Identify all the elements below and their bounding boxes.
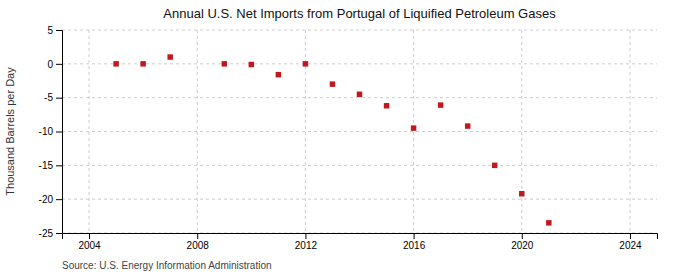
point — [492, 163, 497, 168]
point — [357, 92, 362, 97]
y-tick-mark — [56, 30, 62, 31]
point — [113, 61, 118, 66]
title: Annual U.S. Net Imports from Portugal of… — [163, 6, 556, 21]
y-tick-mark — [56, 98, 62, 99]
y-tick-label: -10 — [39, 126, 54, 137]
points — [113, 54, 551, 225]
y-tick: -5 — [44, 92, 62, 103]
grid-line-y — [62, 97, 657, 98]
point — [546, 220, 551, 225]
y-tick-mark — [56, 64, 62, 65]
x-tick-label: 2020 — [511, 240, 534, 251]
grid-line-y — [62, 199, 657, 200]
y-tick-label: -20 — [39, 194, 54, 205]
y-axis-title: Thousand Barrels per Day — [4, 67, 16, 196]
grid-line-y — [62, 131, 657, 132]
x-tick-label: 2024 — [619, 240, 642, 251]
x-axis: 2004 2008 2012 2016 2020 2024 — [63, 233, 658, 251]
y-tick: -20 — [39, 194, 62, 205]
x-tick-mark — [197, 233, 198, 239]
plot-area: 2004 2008 2012 2016 2020 2024 5 0 -5 -10 -15 -20 -25 — [39, 25, 658, 251]
point — [303, 61, 308, 66]
grid-line-y — [62, 165, 657, 166]
x-tick-label: 2016 — [403, 240, 426, 251]
y-tick-label: 5 — [47, 25, 53, 36]
x-tick-mark — [89, 233, 90, 239]
grid-line-y — [62, 63, 657, 64]
grid-line-x — [413, 30, 414, 233]
x-tick: 2012 — [295, 233, 318, 251]
grid-line-x — [197, 30, 198, 233]
y-tick: -10 — [39, 126, 62, 137]
point — [330, 81, 335, 86]
x-tick: 2008 — [187, 233, 210, 251]
grid-line-x — [629, 30, 630, 233]
y-tick-mark — [56, 199, 62, 200]
x-tick-label: 2012 — [295, 240, 318, 251]
x-tick-mark — [522, 233, 523, 239]
grid — [62, 30, 657, 233]
x-tick-label: 2004 — [78, 240, 101, 251]
point — [519, 191, 524, 196]
x-tick-mark — [305, 233, 306, 239]
y-tick-label: -15 — [39, 160, 54, 171]
grid-line-x — [521, 30, 522, 233]
point — [384, 103, 389, 108]
point — [465, 123, 470, 128]
point — [140, 61, 145, 66]
x-axis-line — [63, 234, 658, 240]
y-tick: -15 — [39, 160, 62, 171]
y-tick-mark — [56, 165, 62, 166]
y-tick: 5 — [47, 25, 62, 36]
y-tick-label: -25 — [39, 228, 54, 239]
point — [411, 125, 416, 130]
x-tick: 2024 — [619, 233, 642, 251]
grid-line-y — [62, 30, 657, 31]
point — [222, 61, 227, 66]
y-tick-label: 0 — [47, 59, 53, 70]
point — [167, 54, 172, 59]
y-tick-mark — [56, 132, 62, 133]
point — [438, 102, 443, 107]
grid-line-x — [305, 30, 306, 233]
x-tick-label: 2008 — [187, 240, 210, 251]
y-tick: 0 — [47, 59, 62, 70]
x-tick: 2016 — [403, 233, 426, 251]
chart: 2004 2008 2012 2016 2020 2024 5 0 -5 -10 -15 -20 -25… — [0, 0, 675, 275]
y-tick: -25 — [39, 228, 62, 239]
x-tick-mark — [414, 233, 415, 239]
y-axis: 5 0 -5 -10 -15 -20 -25 — [39, 25, 63, 239]
x-tick: 2020 — [511, 233, 534, 251]
y-axis-line — [56, 31, 63, 234]
point — [276, 72, 281, 77]
grid-line-x — [89, 30, 90, 233]
y-tick-mark — [56, 233, 62, 234]
x-tick: 2004 — [78, 233, 101, 251]
y-tick-label: -5 — [44, 92, 53, 103]
source-note: Source: U.S. Energy Information Administ… — [62, 260, 272, 271]
point — [249, 62, 254, 67]
x-tick-mark — [630, 233, 631, 239]
